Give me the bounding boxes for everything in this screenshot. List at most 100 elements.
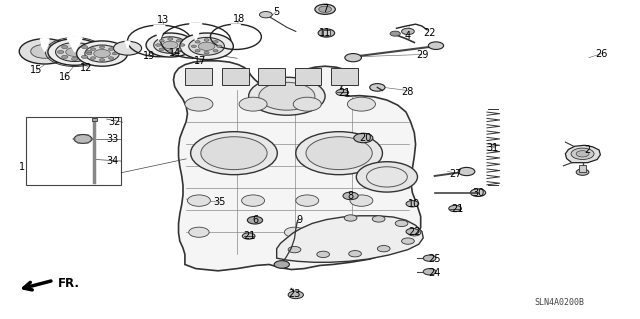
Circle shape xyxy=(74,135,92,143)
Circle shape xyxy=(204,39,209,41)
Circle shape xyxy=(195,49,200,52)
Circle shape xyxy=(390,31,400,36)
Text: 2: 2 xyxy=(584,145,591,155)
Circle shape xyxy=(428,42,444,49)
Circle shape xyxy=(395,220,408,226)
Bar xyxy=(92,118,97,121)
Circle shape xyxy=(189,37,225,55)
Circle shape xyxy=(296,132,383,175)
Circle shape xyxy=(87,52,92,55)
Circle shape xyxy=(189,227,209,237)
Text: 15: 15 xyxy=(30,65,43,75)
Circle shape xyxy=(146,33,195,57)
Circle shape xyxy=(288,247,301,253)
Circle shape xyxy=(168,38,173,40)
Text: 10: 10 xyxy=(408,199,420,209)
Circle shape xyxy=(77,41,127,66)
Circle shape xyxy=(319,6,332,12)
Circle shape xyxy=(284,227,305,237)
Circle shape xyxy=(259,11,272,18)
Wedge shape xyxy=(125,41,130,48)
Circle shape xyxy=(81,46,88,48)
Bar xyxy=(579,165,586,172)
Circle shape xyxy=(317,251,330,257)
Circle shape xyxy=(293,97,321,111)
Circle shape xyxy=(201,137,267,170)
Text: 29: 29 xyxy=(416,50,428,60)
Circle shape xyxy=(406,228,419,235)
Bar xyxy=(185,68,212,85)
Circle shape xyxy=(180,44,185,46)
Circle shape xyxy=(423,255,436,261)
Circle shape xyxy=(154,37,187,53)
Circle shape xyxy=(168,50,173,52)
Circle shape xyxy=(243,233,255,239)
Circle shape xyxy=(109,57,114,59)
Circle shape xyxy=(401,28,414,34)
Circle shape xyxy=(185,97,213,111)
Circle shape xyxy=(378,246,390,252)
Circle shape xyxy=(296,195,319,206)
Text: 28: 28 xyxy=(402,86,414,97)
Circle shape xyxy=(406,201,419,207)
Circle shape xyxy=(188,195,211,206)
Circle shape xyxy=(176,48,181,50)
Wedge shape xyxy=(232,24,240,37)
Text: FR.: FR. xyxy=(58,277,79,290)
Circle shape xyxy=(576,151,589,157)
Text: 24: 24 xyxy=(429,268,441,278)
Circle shape xyxy=(372,216,385,222)
Text: 23: 23 xyxy=(289,289,301,299)
Circle shape xyxy=(72,43,78,47)
Circle shape xyxy=(408,230,420,236)
Text: 1: 1 xyxy=(19,162,25,172)
Wedge shape xyxy=(67,37,83,52)
Bar xyxy=(26,117,121,185)
Circle shape xyxy=(217,45,222,48)
Circle shape xyxy=(350,195,373,206)
Circle shape xyxy=(356,162,417,192)
Wedge shape xyxy=(41,44,49,51)
Circle shape xyxy=(109,48,114,50)
Text: 22: 22 xyxy=(423,28,436,38)
Wedge shape xyxy=(40,39,49,51)
Bar xyxy=(294,68,321,85)
Wedge shape xyxy=(154,25,165,41)
Circle shape xyxy=(86,142,89,144)
Circle shape xyxy=(195,41,200,43)
Circle shape xyxy=(94,49,110,58)
Text: 22: 22 xyxy=(408,227,420,237)
Circle shape xyxy=(458,167,475,176)
Text: 7: 7 xyxy=(322,4,328,14)
Circle shape xyxy=(571,148,594,160)
Text: 32: 32 xyxy=(109,116,121,127)
Circle shape xyxy=(247,216,262,224)
Circle shape xyxy=(576,169,589,175)
Circle shape xyxy=(159,48,164,50)
Circle shape xyxy=(66,48,84,56)
Text: 16: 16 xyxy=(59,72,71,82)
Circle shape xyxy=(204,51,209,54)
Circle shape xyxy=(72,57,78,61)
Circle shape xyxy=(191,132,277,175)
Text: 5: 5 xyxy=(273,7,280,18)
Circle shape xyxy=(61,46,68,48)
Text: 18: 18 xyxy=(233,14,245,24)
Circle shape xyxy=(349,250,362,257)
Circle shape xyxy=(113,41,141,55)
Text: 8: 8 xyxy=(348,191,354,201)
Circle shape xyxy=(90,48,95,50)
Circle shape xyxy=(248,77,325,115)
Circle shape xyxy=(354,133,373,143)
Text: 11: 11 xyxy=(319,28,332,38)
Circle shape xyxy=(48,39,101,65)
Text: 9: 9 xyxy=(296,215,302,225)
Circle shape xyxy=(191,45,196,48)
Bar xyxy=(258,68,285,85)
Text: 33: 33 xyxy=(107,134,119,144)
Text: 30: 30 xyxy=(472,188,484,198)
Circle shape xyxy=(315,4,335,14)
Circle shape xyxy=(19,39,70,64)
Circle shape xyxy=(31,44,59,58)
Circle shape xyxy=(198,42,215,50)
